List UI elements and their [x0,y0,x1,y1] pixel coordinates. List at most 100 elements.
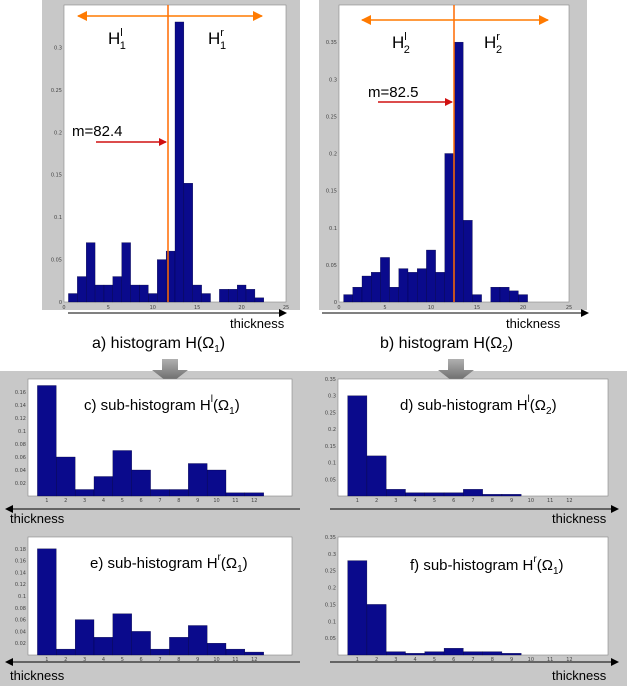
bar [463,489,483,497]
bar [174,21,185,303]
y-tick-label: 0.2 [328,427,336,433]
x-tick-label: 8 [177,657,180,663]
y-tick-label: 0.2 [54,130,62,136]
bar [206,469,227,497]
bar [192,284,202,303]
x-tick-label: 0 [62,305,65,311]
y-tick-label: 0.15 [326,189,337,195]
right-label-b: Hr 2 [484,31,502,56]
y-tick-label: 0.06 [15,618,26,624]
bar [380,257,390,303]
bar [501,494,522,497]
bar [68,293,78,303]
median-label-a: m=82.4 [72,123,122,140]
median-label-b: m=82.5 [368,84,418,101]
left-label-a: Hl 1 [108,27,126,52]
y-tick-label: 0.1 [18,594,26,600]
y-tick-label: 0.25 [326,114,337,120]
x-tick-label: 10 [428,305,434,311]
bar [228,289,238,303]
bar [112,613,132,656]
bar [435,272,445,303]
x-tick-label: 10 [528,498,534,504]
bar [74,619,95,656]
x-tick-label: 3 [83,657,86,663]
bar [139,284,149,303]
y-tick-label: 0.35 [326,40,337,46]
bar [426,249,436,303]
bar [188,463,208,497]
bar [112,276,122,303]
caption-a: a) histogram H(Ω1) [92,335,225,355]
y-tick-label: 0.02 [15,641,26,647]
x-tick-label: 12 [251,657,257,663]
y-tick-label: 0.02 [15,481,26,487]
bar [201,293,211,303]
bar [482,651,503,656]
right-label-a: Hr 1 [208,27,226,52]
x-tick-label: 1 [356,498,359,504]
x-tick-label: 25 [566,305,572,311]
bar [37,385,57,497]
y-tick-label: 0.2 [329,152,337,158]
bar [121,242,131,303]
bar [343,294,353,303]
bar [94,284,105,303]
y-tick-label: 0.2 [328,586,336,592]
bar [398,268,409,303]
x-tick-label: 0 [337,305,340,311]
y-tick-label: 0.15 [325,602,336,608]
y-tick-label: 0.3 [328,394,336,400]
sub-title-e: e) sub-histogram Hr(Ω1) [90,552,248,575]
x-tick-label: 25 [283,305,289,311]
bar [56,456,76,497]
x-tick-label: 2 [375,498,378,504]
bar [183,183,193,303]
x-tick-label: 8 [491,498,494,504]
x-tick-label: 11 [232,657,238,663]
y-tick-label: 0.16 [15,559,26,565]
y-tick-label: 0.1 [329,226,337,232]
y-tick-label: 0.12 [15,582,26,588]
y-tick-label: 0.16 [15,390,26,396]
bar [444,153,455,303]
sub-histogram-e: 1 2 3 4 5 6 7 8 9 10 11 120.020.040.060.080.10.120.… [15,536,293,663]
y-tick-label: 0.25 [51,88,62,94]
x-tick-label: 3 [83,498,86,504]
axis-label-f: thickness [552,668,607,683]
x-tick-label: 10 [150,305,156,311]
bar [482,494,503,497]
histogram-a: 0 0.05 0.1 0.15 0.2 0.25 0.3 0 5 10 15 20 25 [51,4,289,311]
x-tick-label: 9 [510,657,513,663]
bar [225,648,246,656]
bar [443,648,464,656]
x-tick-label: 4 [102,657,105,663]
x-tick-label: 15 [194,305,200,311]
bar [463,220,473,303]
y-tick-label: 0.3 [328,552,336,558]
y-tick-label: 0.14 [15,570,26,576]
y-tick-label: 0.05 [326,263,337,269]
sub-histogram-d: 1 2 3 4 5 6 7 8 9 10 11 120.050.10.150.20.250.30.35 [325,377,609,504]
x-tick-label: 5 [433,657,436,663]
bar [386,489,406,497]
bar [103,284,113,303]
y-tick-label: 0.25 [325,410,336,416]
x-tick-label: 20 [238,305,244,311]
x-tick-label: 12 [251,498,257,504]
y-tick-label: 0.12 [15,416,26,422]
x-tick-label: 10 [213,657,219,663]
x-tick-label: 6 [452,657,455,663]
bar [472,294,482,303]
bar [131,469,151,497]
y-tick-label: 0.25 [325,569,336,575]
bar [148,293,158,303]
x-tick-label: 9 [510,498,513,504]
bar [366,455,387,497]
bar [206,643,227,656]
bar [366,604,387,656]
bar [417,268,427,303]
axis-label-d: thickness [552,511,607,526]
x-tick-label: 10 [213,498,219,504]
